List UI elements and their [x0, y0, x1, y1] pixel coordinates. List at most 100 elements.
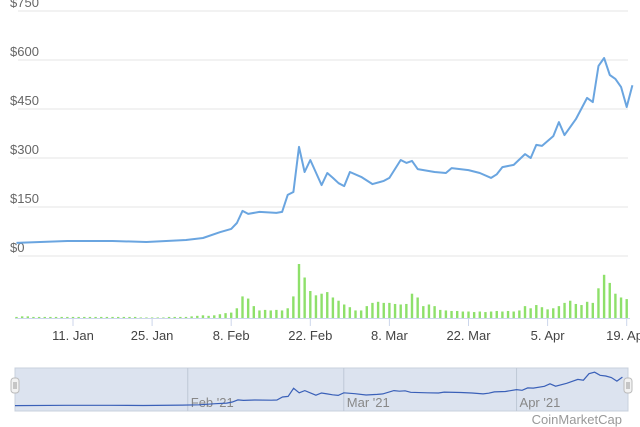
y-tick-label: $0: [10, 240, 24, 255]
navigator-handle-right[interactable]: [623, 377, 633, 394]
volume-bar: [433, 306, 436, 318]
y-tick-label: $150: [10, 191, 39, 206]
volume-bar: [331, 297, 335, 318]
volume-bar: [269, 310, 272, 318]
volume-bar: [263, 309, 267, 318]
volume-bar: [213, 315, 216, 318]
volume-bar: [518, 310, 521, 318]
volume-bar: [354, 310, 357, 318]
volume-bar: [348, 307, 352, 318]
volume-bar: [467, 311, 470, 318]
volume-bar: [20, 316, 24, 318]
volume-bar: [388, 302, 391, 318]
volume-bar: [66, 316, 69, 318]
volume-bar: [619, 297, 623, 318]
volume-bar: [218, 314, 222, 318]
volume-bar: [371, 302, 374, 318]
volume-bar: [196, 315, 199, 318]
volume-bar: [100, 316, 103, 318]
x-tick-label: 19. Apr: [606, 328, 640, 343]
x-tick-label: 11. Jan: [52, 328, 94, 343]
volume-bar: [184, 316, 188, 318]
volume-bar: [399, 304, 402, 318]
volume-bar: [280, 310, 284, 318]
volume-bar: [523, 306, 527, 318]
grid-lines: [18, 10, 628, 257]
volume-bar: [602, 274, 606, 318]
volume-bar: [207, 315, 210, 318]
volume-bar: [456, 310, 459, 318]
volume-bar: [88, 316, 92, 318]
volume-bar: [224, 313, 227, 318]
volume-bar: [117, 316, 120, 318]
volume-bar: [422, 306, 425, 318]
volume-bar: [167, 316, 171, 318]
navigator-line: [14, 371, 623, 407]
volume-bar: [608, 282, 611, 318]
volume-bar: [303, 277, 306, 318]
volume-bar: [292, 296, 295, 318]
volume-bar: [597, 288, 600, 318]
volume-bar: [139, 317, 142, 318]
volume-bars: [15, 264, 628, 318]
volume-bar: [512, 311, 515, 318]
volume-bar: [32, 316, 35, 318]
volume-bar: [501, 311, 504, 318]
watermark: CoinMarketCap: [532, 412, 622, 427]
volume-bar: [252, 306, 255, 318]
volume-bar: [614, 293, 617, 318]
navigator[interactable]: Feb '21 Mar '21 Apr '21 CoinMarketCap: [10, 367, 633, 427]
volume-bar: [201, 315, 205, 318]
volume-bar: [286, 308, 289, 318]
y-tick-label: $750: [10, 0, 39, 10]
volume-bar: [557, 306, 561, 318]
volume-bar: [569, 300, 572, 318]
volume-bar: [495, 310, 498, 318]
volume-bar: [444, 310, 448, 318]
volume-bar: [427, 304, 431, 318]
price-line: [16, 57, 634, 244]
volume-bar: [26, 316, 29, 318]
x-axis: 11. Jan 25. Jan 8. Feb 22. Feb 8. Mar 22. Mar…: [15, 318, 640, 343]
volume-bar: [359, 310, 363, 318]
volume-bar: [506, 310, 510, 318]
volume-bar: [15, 316, 18, 318]
volume-bar: [484, 312, 487, 318]
volume-bar: [71, 316, 75, 318]
volume-bar: [150, 317, 154, 318]
volume-bar: [314, 295, 318, 318]
volume-bar: [133, 316, 137, 318]
volume-bar: [190, 316, 193, 318]
volume-bar: [83, 316, 86, 318]
volume-bar: [478, 311, 481, 318]
volume-bar: [297, 264, 301, 318]
y-tick-label: $450: [10, 93, 39, 108]
volume-bar: [173, 316, 176, 318]
x-tick-label: 25. Jan: [131, 328, 174, 343]
volume-bar: [591, 302, 594, 318]
volume-bar: [535, 305, 538, 318]
volume-bar: [145, 317, 148, 318]
volume-bar: [540, 307, 544, 318]
volume-bar: [309, 291, 312, 318]
volume-bar: [49, 316, 52, 318]
volume-bar: [337, 300, 340, 318]
volume-bar: [246, 298, 250, 318]
volume-bar: [179, 316, 182, 318]
navigator-label: Mar '21: [347, 395, 390, 410]
x-tick-label: 8. Feb: [213, 328, 250, 343]
volume-bar: [60, 316, 63, 318]
volume-bar: [365, 306, 368, 318]
volume-bar: [275, 309, 278, 318]
volume-bar: [393, 303, 397, 318]
x-tick-label: 5. Apr: [531, 328, 566, 343]
volume-bar: [450, 310, 453, 318]
volume-bar: [111, 316, 114, 318]
volume-bar: [77, 316, 80, 318]
navigator-handle-left[interactable]: [10, 377, 20, 394]
volume-bar: [162, 317, 165, 318]
y-axis-labels: $0 $150 $300 $450 $600 $750: [10, 0, 39, 255]
volume-bar: [574, 303, 578, 318]
volume-bar: [405, 303, 408, 318]
